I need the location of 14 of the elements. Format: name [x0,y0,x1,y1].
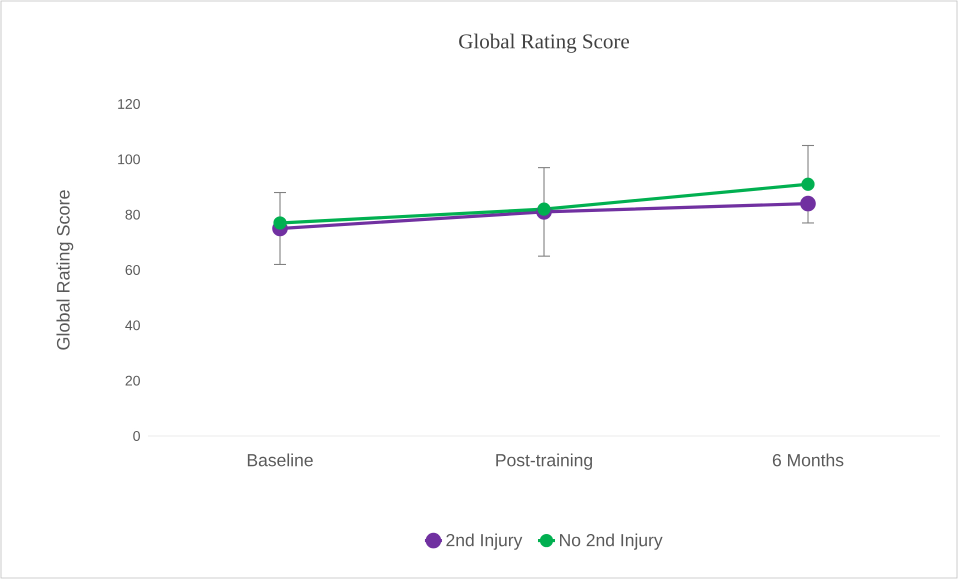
chart-title: Global Rating Score [459,34,630,53]
legend-label: 2nd Injury [446,533,522,550]
y-axis-title: Global Rating Score [56,190,74,350]
x-tick-label: Post-training [496,454,592,470]
y-tick-label: 20 [126,376,140,386]
x-tick-label: 6 Months [772,454,844,466]
x-tick-label: Baseline [248,454,313,466]
y-tick-label: 120 [118,99,140,109]
y-tick-label: 0 [133,431,140,441]
y-tick-label: 100 [118,154,140,164]
y-tick-label: 60 [126,265,140,275]
legend-label: No 2nd Injury [560,533,663,550]
y-tick-label: 40 [125,320,140,330]
y-tick-label: 80 [126,210,140,220]
